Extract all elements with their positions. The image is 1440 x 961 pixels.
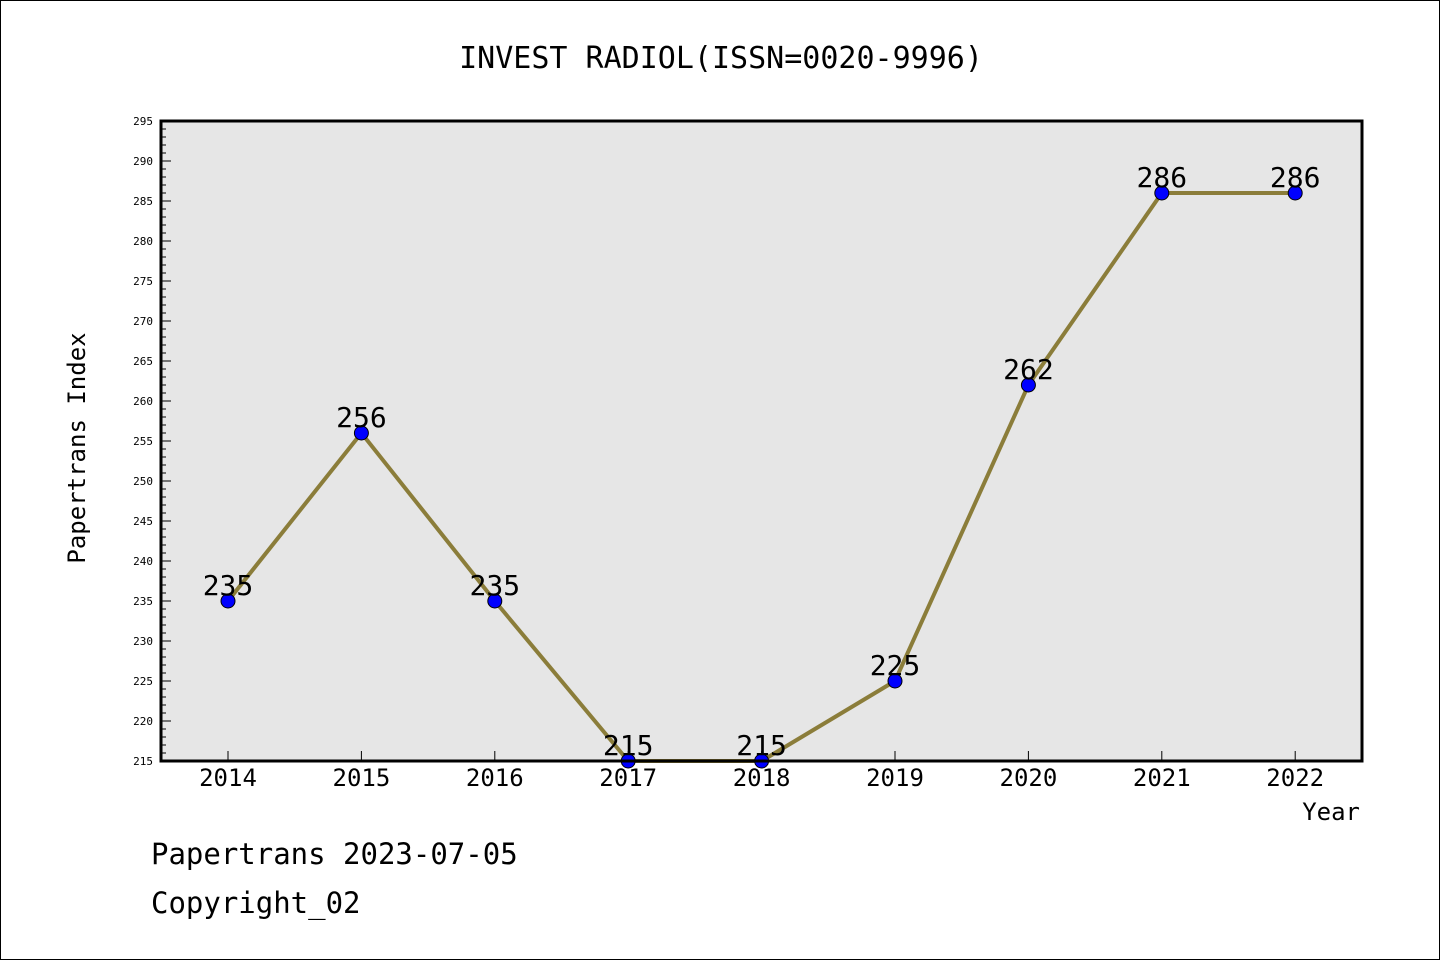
y-axis-title: Papertrans Index: [63, 332, 91, 563]
data-label: 235: [470, 569, 521, 602]
plot-border: [159, 119, 1364, 763]
x-tick-label: 2019: [866, 764, 924, 792]
data-label: 215: [736, 729, 787, 762]
data-point: [1287, 185, 1303, 201]
y-tick-label: 290: [133, 155, 153, 168]
data-label: 286: [1270, 161, 1321, 194]
y-tick-label: 225: [133, 675, 153, 688]
plot-area: [161, 121, 1362, 761]
data-label: 262: [1003, 353, 1054, 386]
y-tick-label: 270: [133, 315, 153, 328]
y-tick-label: 280: [133, 235, 153, 248]
y-tick-label: 255: [133, 435, 153, 448]
data-point: [1154, 185, 1170, 201]
y-tick-label: 240: [133, 555, 153, 568]
y-tick-label: 285: [133, 195, 153, 208]
x-tick-label: 2014: [199, 764, 257, 792]
x-tick-label: 2022: [1266, 764, 1324, 792]
x-tick-label: 2018: [733, 764, 791, 792]
x-tick-label: 2015: [333, 764, 391, 792]
footer-date: Papertrans 2023-07-05: [151, 837, 518, 871]
y-tick-label: 260: [133, 395, 153, 408]
data-point: [887, 673, 903, 689]
data-label: 225: [870, 649, 921, 682]
y-tick-label: 295: [133, 115, 153, 128]
y-tick-label: 215: [133, 755, 153, 768]
data-point: [1020, 377, 1036, 393]
data-labels: 235 256 235 215 215 225 262 286 286: [203, 161, 1321, 762]
data-label: 286: [1137, 161, 1188, 194]
data-label: 215: [603, 729, 654, 762]
x-tick-label: 2016: [466, 764, 524, 792]
x-axis: 2014 2015 2016 2017 2018 2019 2020 2021 2022: [199, 751, 1324, 792]
y-tick-label: 245: [133, 515, 153, 528]
y-tick-label: 230: [133, 635, 153, 648]
y-tick-label: 220: [133, 715, 153, 728]
data-point: [487, 593, 503, 609]
data-point: [353, 425, 369, 441]
chart-title: INVEST RADIOL(ISSN=0020-9996): [459, 41, 983, 76]
x-tick-label: 2020: [1000, 764, 1058, 792]
y-tick-label: 265: [133, 355, 153, 368]
footer-copyright: Copyright_02: [151, 886, 361, 920]
data-point: [220, 593, 236, 609]
y-tick-label: 250: [133, 475, 153, 488]
data-label: 235: [203, 569, 254, 602]
x-tick-label: 2017: [599, 764, 657, 792]
y-tick-label: 235: [133, 595, 153, 608]
x-axis-title: Year: [1302, 798, 1360, 826]
x-tick-label: 2021: [1133, 764, 1191, 792]
y-tick-label: 275: [133, 275, 153, 288]
data-label: 256: [336, 401, 387, 434]
